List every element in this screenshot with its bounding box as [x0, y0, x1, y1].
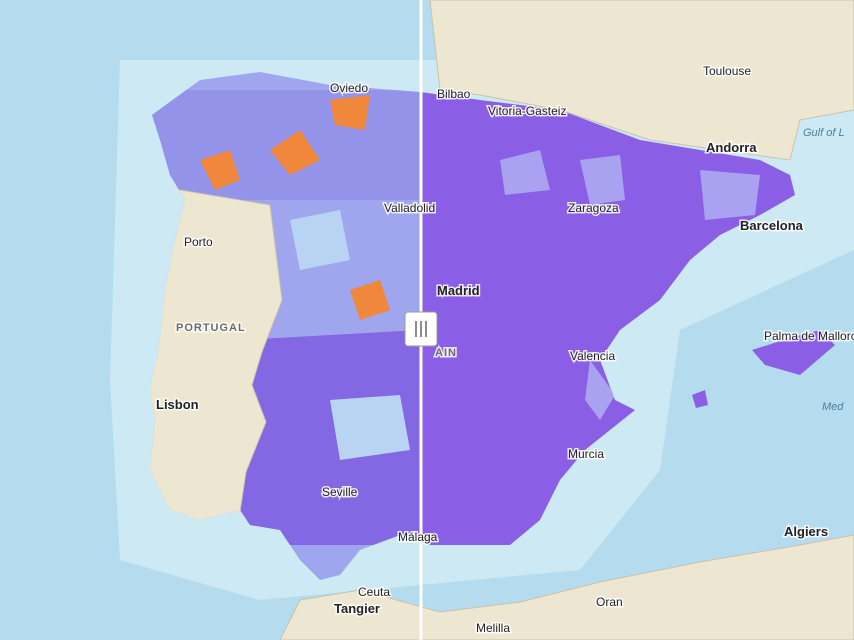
ibiza [692, 390, 708, 408]
handle-grip [415, 321, 427, 337]
place-label: Palma de Mallorca [764, 329, 854, 343]
place-label: Vitoria-Gasteiz [488, 104, 566, 118]
place-label: Melilla [476, 621, 510, 635]
place-label: Tangier [334, 601, 380, 616]
place-label: Lisbon [156, 397, 199, 412]
place-label: Oran [596, 595, 623, 609]
place-label: Algiers [784, 524, 828, 539]
place-label: Porto [184, 235, 213, 249]
region [200, 95, 390, 320]
place-label: Málaga [398, 530, 438, 544]
region [290, 210, 410, 460]
sea-label: Med [822, 401, 844, 413]
place-label: Seville [322, 485, 358, 499]
country-label: PORTUGAL [176, 322, 246, 334]
place-label: Oviedo [330, 81, 368, 95]
place-label: Murcia [568, 447, 604, 461]
country-label: AIN [435, 347, 457, 359]
place-label: Andorra [706, 140, 757, 155]
place-label: Toulouse [703, 64, 751, 78]
place-label: Madrid [437, 283, 480, 298]
place-label: Barcelona [740, 218, 804, 233]
sea-label: Gulf of L [803, 127, 845, 139]
place-label: Valladolid [384, 201, 435, 215]
place-label: Bilbao [437, 87, 471, 101]
region [500, 150, 760, 420]
place-label: Zaragoza [568, 201, 619, 215]
france [429, 0, 854, 161]
region [240, 330, 420, 545]
place-label: Ceuta [358, 585, 390, 599]
africa [279, 534, 854, 640]
place-label: Valencia [570, 349, 615, 363]
mallorca [752, 330, 835, 375]
